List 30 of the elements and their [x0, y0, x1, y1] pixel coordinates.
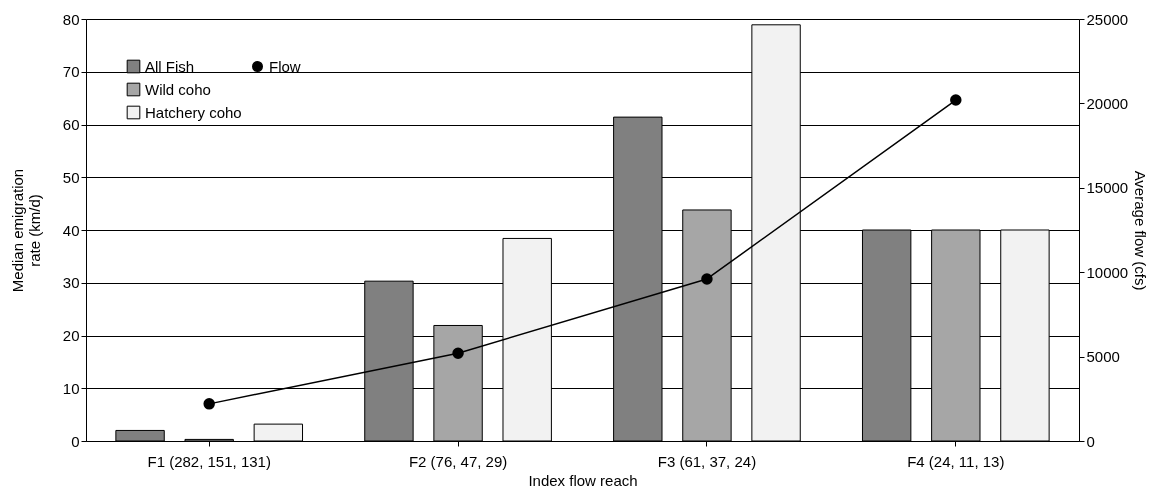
- legend-label: All Fish: [145, 57, 195, 75]
- y-tick-label: 0: [71, 432, 80, 450]
- x-axis-title: Index flow reach: [528, 471, 638, 489]
- x-tick-label: F3 (61, 37, 24): [657, 452, 757, 470]
- y2-tick-label: 20000: [1086, 94, 1129, 112]
- legend-label: Flow: [269, 57, 301, 75]
- y2-tick-label: 25000: [1086, 10, 1129, 28]
- point: [452, 347, 464, 359]
- y2-axis-title: Average flow (cfs): [1132, 170, 1150, 291]
- y-tick-label: 60: [62, 116, 80, 133]
- y-tick-label: 30: [62, 274, 80, 292]
- point: [203, 398, 215, 410]
- point: [950, 94, 962, 106]
- legend-label: Hatchery coho: [145, 103, 242, 121]
- y2-tick-label: 10000: [1086, 263, 1129, 281]
- point: [701, 273, 713, 285]
- y-tick-label: 70: [62, 63, 80, 81]
- x-tick-label: F1 (282, 151, 131): [147, 452, 271, 470]
- x-tick-label: F2 (76, 47, 29): [408, 452, 508, 470]
- y-tick-label: 40: [62, 221, 80, 239]
- legend-label: Wild coho: [145, 80, 211, 98]
- x-tick-label: F4 (24, 11, 13): [907, 452, 1005, 470]
- y2-tick-label: 0: [1086, 432, 1095, 450]
- y-tick-label: 20: [62, 327, 80, 344]
- y2-tick-label: 5000: [1086, 348, 1120, 366]
- y2-tick-label: 15000: [1086, 179, 1129, 197]
- y-tick-label: 80: [62, 10, 80, 28]
- y-tick-label: 10: [62, 379, 80, 397]
- y-axis-title: Median emigration rate (km/d): [8, 168, 43, 293]
- y-tick-label: 50: [62, 168, 80, 186]
